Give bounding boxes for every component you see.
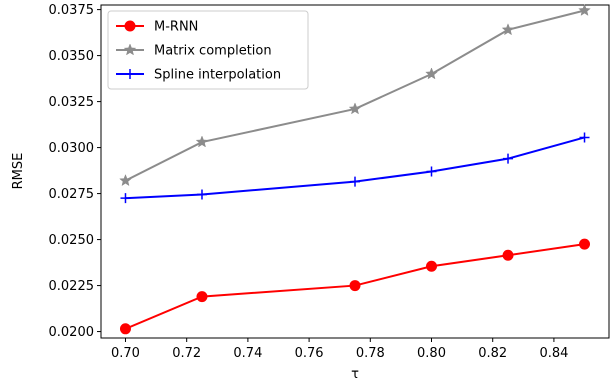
legend-label: M-RNN bbox=[154, 20, 198, 35]
x-tick-label: 0.70 bbox=[111, 346, 140, 361]
data-point bbox=[425, 67, 438, 80]
data-point bbox=[119, 323, 131, 335]
legend-item-spline-interpolation: Spline interpolation bbox=[116, 68, 281, 83]
y-tick-label: 0.0300 bbox=[49, 141, 95, 156]
x-axis-ticks: 0.70 0.72 0.74 0.76 0.78 0.80 0.82 0.84 bbox=[111, 338, 568, 361]
y-tick-label: 0.0325 bbox=[49, 95, 95, 110]
x-tick-label: 0.82 bbox=[478, 346, 507, 361]
data-point bbox=[119, 174, 132, 187]
data-point bbox=[426, 166, 437, 177]
series-layer bbox=[119, 3, 591, 335]
x-tick-label: 0.74 bbox=[233, 346, 262, 361]
y-tick-label: 0.0350 bbox=[49, 49, 95, 64]
y-tick-label: 0.0200 bbox=[49, 325, 95, 340]
data-point bbox=[120, 193, 131, 204]
y-tick-label: 0.0275 bbox=[49, 187, 95, 202]
x-axis-label: τ bbox=[351, 367, 359, 382]
series-spline-interpolation bbox=[120, 132, 590, 204]
data-point bbox=[196, 291, 208, 303]
legend: M-RNN Matrix completion Spline interpolati… bbox=[107, 10, 309, 90]
legend-item-m-rnn: M-RNN bbox=[116, 20, 198, 35]
series-matrix-completion bbox=[119, 3, 591, 187]
data-point bbox=[350, 176, 360, 187]
series-line bbox=[125, 9, 585, 182]
data-point bbox=[579, 132, 590, 143]
data-point bbox=[195, 135, 209, 148]
x-tick-label: 0.76 bbox=[295, 346, 324, 361]
y-tick-label: 0.0225 bbox=[49, 279, 95, 294]
legend-marker bbox=[125, 69, 135, 79]
data-point bbox=[348, 102, 362, 115]
data-point bbox=[501, 23, 515, 36]
data-point bbox=[503, 153, 514, 164]
x-tick-label: 0.84 bbox=[539, 346, 568, 361]
data-point bbox=[196, 189, 207, 200]
series-line bbox=[125, 243, 585, 330]
x-tick-label: 0.72 bbox=[172, 346, 201, 361]
legend-box bbox=[107, 10, 309, 90]
data-point bbox=[426, 260, 438, 272]
legend-marker bbox=[124, 20, 136, 32]
legend-label: Matrix completion bbox=[154, 44, 272, 59]
x-tick-label: 0.80 bbox=[417, 346, 446, 361]
series-m-rnn bbox=[119, 238, 591, 335]
data-point bbox=[578, 3, 591, 16]
series-line bbox=[125, 136, 585, 200]
legend-marker bbox=[123, 43, 137, 56]
legend-label: Spline interpolation bbox=[154, 68, 281, 83]
y-axis-label: RMSE bbox=[11, 153, 26, 190]
data-point bbox=[579, 238, 591, 250]
data-point bbox=[502, 249, 514, 261]
y-tick-label: 0.0375 bbox=[49, 3, 95, 18]
y-axis-ticks: 0.0200 0.0225 0.0250 0.0275 0.0300 0.0325 0.03… bbox=[49, 3, 101, 340]
legend-item-matrix-completion: Matrix completion bbox=[116, 43, 272, 59]
data-point bbox=[349, 280, 361, 292]
y-tick-label: 0.0250 bbox=[49, 233, 95, 248]
x-tick-label: 0.78 bbox=[356, 346, 385, 361]
